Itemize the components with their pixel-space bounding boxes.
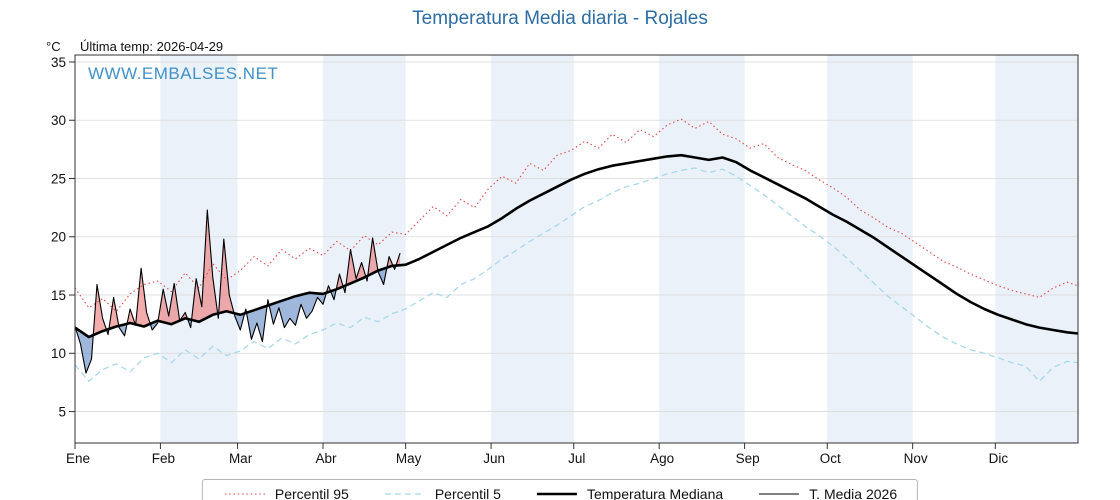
month-band [322,55,406,443]
plot-border [74,54,1079,444]
t-media-2026-line [74,209,401,374]
y-tick-label: 15 [51,288,66,303]
y-tick-label: 10 [51,346,66,361]
legend-sample-t-media-2026 [759,493,800,495]
fill-above-median [218,239,235,314]
legend: Percentil 95 Percentil 5 Temperatura Media… [201,479,919,500]
x-tick-label: Ago [650,451,674,466]
fill-above-median [127,309,136,325]
x-tick-label: Ene [66,451,90,466]
month-band [160,55,238,443]
fill-below-median [234,313,245,330]
month-band [659,55,745,443]
x-tick-label: Jun [483,451,505,466]
x-tick-label: May [396,451,422,466]
legend-label-temperatura-mediana: Temperatura Mediana [586,486,724,500]
month-band [995,55,1078,443]
legend-label-percentil-95: Percentil 95 [274,486,349,500]
fill-above-median [135,268,151,326]
month-band [491,55,574,443]
fill-above-median [367,237,378,276]
legend-item-t-media-2026: T. Media 2026 [757,486,897,500]
fill-above-median [346,249,366,286]
y-tick-label: 5 [58,404,66,419]
legend-item-temperatura-mediana: Temperatura Mediana [535,486,723,500]
fill-below-median [377,267,387,285]
percentil-95-line [74,118,1079,312]
x-tick-label: Feb [152,451,175,466]
chart-title: Temperatura Media diaria - Rojales [412,8,708,29]
month-band [827,55,913,443]
x-tick-label: Abr [315,451,337,466]
legend-item-percentil-95: Percentil 95 [223,486,349,500]
x-tick-label: Mar [229,451,253,466]
legend-label-t-media-2026: T. Media 2026 [809,486,898,500]
last-temp-annotation: Última temp: 2026-04-29 [80,39,224,54]
y-tick-label: 20 [51,230,66,245]
x-tick-label: Jul [568,451,585,466]
fill-below-median [246,305,268,342]
percentil-5-line [74,167,1079,382]
fill-above-median [108,297,119,329]
x-tick-label: Sep [736,451,760,466]
y-tick-label: 35 [51,55,66,70]
x-tick-label: Nov [904,451,928,466]
fill-above-median [158,283,180,324]
fill-above-median [336,274,344,290]
x-tick-label: Dic [989,451,1009,466]
legend-sample-percentil-95 [224,493,265,495]
legend-sample-percentil-5 [384,493,425,495]
temperatura-mediana-line [74,153,1079,339]
watermark-text: WWW.EMBALSES.NET [88,64,279,83]
legend-label-percentil-5: Percentil 5 [434,486,501,500]
fill-below-median [75,328,94,374]
legend-item-percentil-5: Percentil 5 [383,486,501,500]
legend-sample-temperatura-mediana [536,492,577,496]
y-tick-label: 30 [51,113,66,128]
x-tick-label: Oct [820,451,841,466]
y-axis-units-label: °C [46,39,61,54]
y-tick-label: 25 [51,171,66,186]
